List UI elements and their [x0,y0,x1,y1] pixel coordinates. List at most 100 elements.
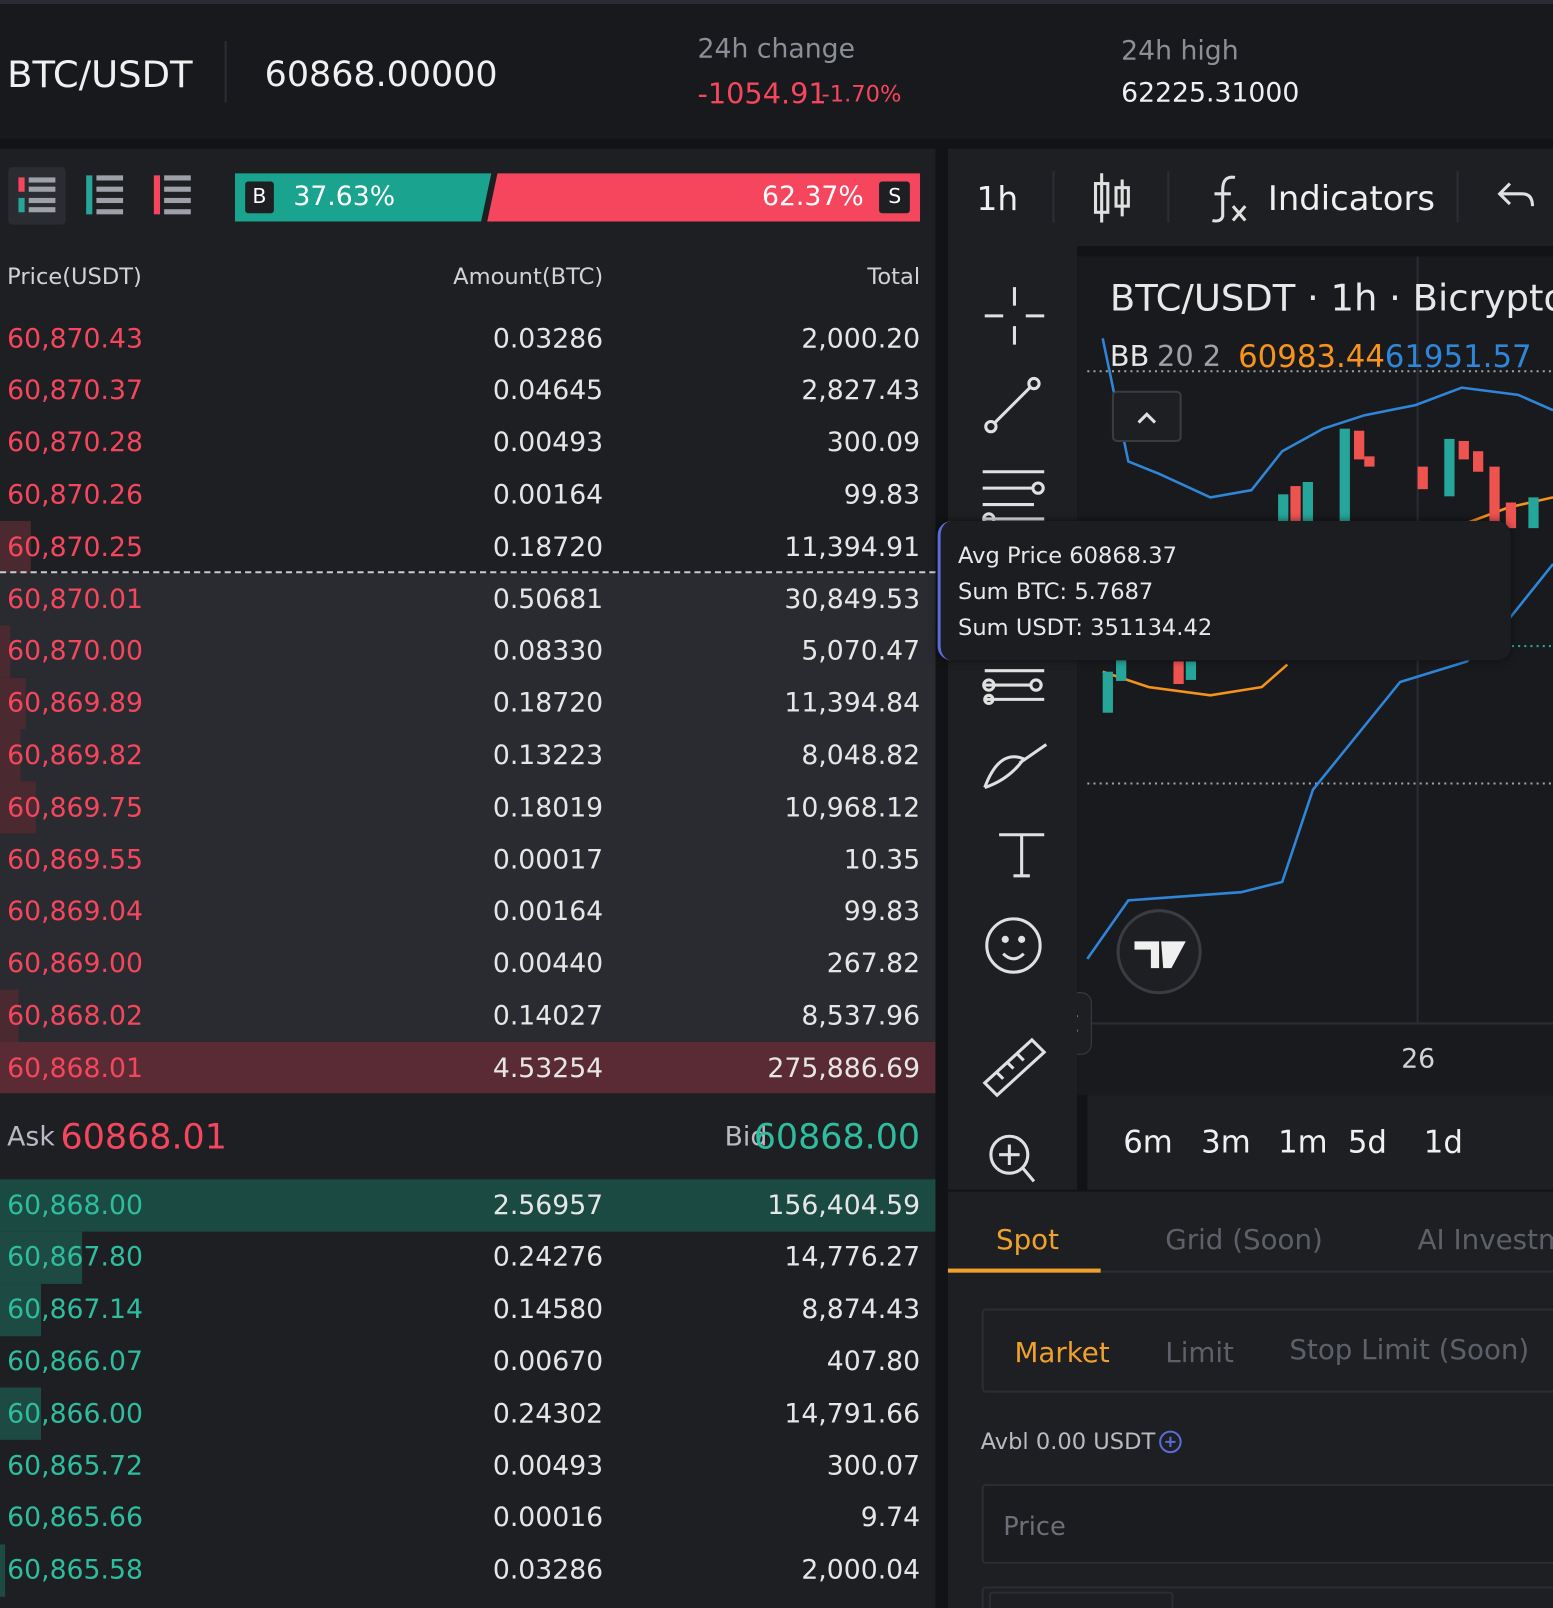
range-button[interactable]: 3m [1201,1124,1251,1161]
ask-row[interactable]: 60,869.75 0.18019 10,968.12 [0,781,936,834]
order-type[interactable]: Market [1014,1337,1110,1370]
last-price: 60868.00000 [264,54,498,96]
price: 60,870.28 [7,427,143,459]
amount: 0.00670 [492,1346,604,1378]
total: 10.35 [843,844,921,876]
amount: 0.08330 [492,636,604,667]
view-asks[interactable] [144,167,201,224]
bb-name: BB [1109,339,1150,374]
view-both[interactable] [8,167,66,225]
ask-row[interactable]: 60,870.26 0.00164 99.83 [0,469,935,521]
price-input[interactable] [981,1483,1553,1564]
price: 60,865.66 [7,1502,143,1534]
amount-input[interactable] [981,1586,1553,1608]
order-type[interactable]: Limit [1165,1337,1234,1370]
price: 60,865.58 [7,1554,143,1586]
price: 60,869.82 [7,740,143,772]
amount: 0.50681 [492,584,604,615]
total: 5,070.47 [801,636,921,667]
ask-row[interactable]: 60,869.04 0.00164 99.83 [0,885,936,939]
change-label: 24h change [697,33,855,65]
range-button[interactable]: 6m [1123,1124,1173,1161]
chart-title: BTC/USDT · 1h · Bicrypto [1109,277,1553,320]
ask-row[interactable]: 60,870.01 0.50681 30,849.53 [0,573,936,626]
ask-row[interactable]: 60,869.89 0.18720 11,394.84 [0,677,936,730]
range-button[interactable]: 1m [1278,1124,1328,1161]
total: 275,886.69 [767,1052,921,1084]
range-button[interactable]: 5d [1347,1124,1387,1161]
deposit[interactable] [1157,1429,1184,1456]
price: 60,865.72 [7,1450,143,1482]
total: 300.09 [826,427,921,459]
bid-row[interactable]: 60,867.80 0.24276 14,776.27 [0,1231,935,1284]
bid-row[interactable]: 60,868.00 2.56957 156,404.59 [0,1179,936,1232]
ask-row[interactable]: 60,869.82 0.13223 8,048.82 [0,729,936,782]
amount: 0.24302 [492,1398,604,1430]
depth-bar [0,781,36,834]
order-type[interactable]: Stop Limit (Soon) [1289,1334,1530,1366]
ask-row[interactable]: 60,870.25 0.18720 11,394.91 [0,521,935,574]
total: 156,404.59 [767,1190,921,1221]
undo[interactable] [1496,179,1537,216]
view-bids[interactable] [76,167,133,224]
chart-drawing [1077,256,1553,1055]
amount: 0.00493 [492,427,604,459]
amount: 0.03286 [492,1554,604,1586]
price: 60,870.00 [7,636,143,667]
interval[interactable]: 1h [976,179,1019,219]
price: 60,870.43 [7,323,143,355]
bid-row[interactable]: 60,865.58 0.03286 2,000.04 [0,1544,935,1597]
amount: 0.00017 [492,844,604,876]
indicators[interactable]: Indicators [1267,178,1436,219]
candle-type[interactable] [1091,169,1132,226]
depth-bar [0,1231,83,1284]
total: 99.83 [843,479,921,511]
range-button[interactable]: 1d [1423,1124,1463,1161]
bid-row[interactable]: 60,867.14 0.14580 8,874.43 [0,1283,935,1336]
trade-panel: Spot Grid (Soon) AI Investme Market Limi… [947,1191,1553,1608]
col-price: Price(USDT) [7,264,142,291]
total: 407.80 [826,1346,921,1378]
price: 60,870.26 [7,479,143,511]
bid-row[interactable]: 60,865.66 0.00016 9.74 [0,1492,935,1544]
price: 60,869.55 [7,844,143,876]
top-edge [0,0,1553,5]
ask-row[interactable]: 60,870.37 0.04645 2,827.43 [0,365,935,417]
amount: 0.14027 [492,1000,604,1032]
amount: 0.13223 [492,740,604,772]
ask-row[interactable]: 60,869.00 0.00440 267.82 [0,937,936,991]
change-pct: -1.70% [821,82,902,108]
bb-params: 20 2 [1157,339,1222,374]
range-bar: 6m 3m 1m 5d 1d [1087,1095,1553,1190]
ask-row[interactable]: 60,870.28 0.00493 300.09 [0,417,935,469]
depth-bar [0,990,19,1043]
ask-row[interactable]: 60,869.55 0.00017 10.35 [0,833,936,887]
ask-price: 60868.01 [60,1116,227,1158]
ask-row[interactable]: 60,870.00 0.08330 5,070.47 [0,625,936,678]
price: 60,870.01 [7,584,143,615]
amount: 0.00493 [492,1450,604,1482]
price: 60,866.07 [7,1346,143,1378]
ask-row[interactable]: 60,870.43 0.03286 2,000.20 [0,313,935,365]
depth-tooltip: Avg Price 60868.37 Sum BTC: 5.7687 Sum U… [937,520,1511,661]
depth-bar [0,677,26,730]
sell-ratio [487,173,921,222]
ask-row[interactable]: 60,868.02 0.14027 8,537.96 [0,990,936,1043]
icon [18,177,56,213]
bb-middle: 60983.44 [1238,339,1385,376]
tab[interactable]: Grid (Soon) [1165,1224,1323,1257]
order-type-box [981,1308,1553,1393]
bid-row[interactable]: 60,865.72 0.00493 300.07 [0,1440,935,1492]
tab[interactable]: Spot [996,1224,1059,1257]
tab[interactable]: AI Investme [1417,1224,1553,1257]
ask-row[interactable]: 60,868.01 4.53254 275,886.69 [0,1042,936,1095]
sell-letter: S [888,183,902,209]
bid-row[interactable]: 60,866.07 0.00670 407.80 [0,1336,935,1388]
bb-upper: 61951.57 [1384,339,1532,376]
bid-row[interactable]: 60,866.00 0.24302 14,791.66 [0,1387,935,1441]
total: 9.74 [860,1502,921,1534]
buy-letter: B [252,183,267,209]
divider [224,41,227,103]
depth-bar [0,521,31,574]
